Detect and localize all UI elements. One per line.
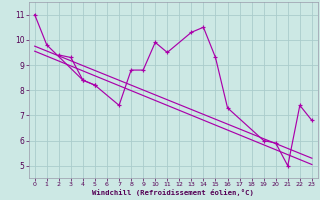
X-axis label: Windchill (Refroidissement éolien,°C): Windchill (Refroidissement éolien,°C) <box>92 189 254 196</box>
